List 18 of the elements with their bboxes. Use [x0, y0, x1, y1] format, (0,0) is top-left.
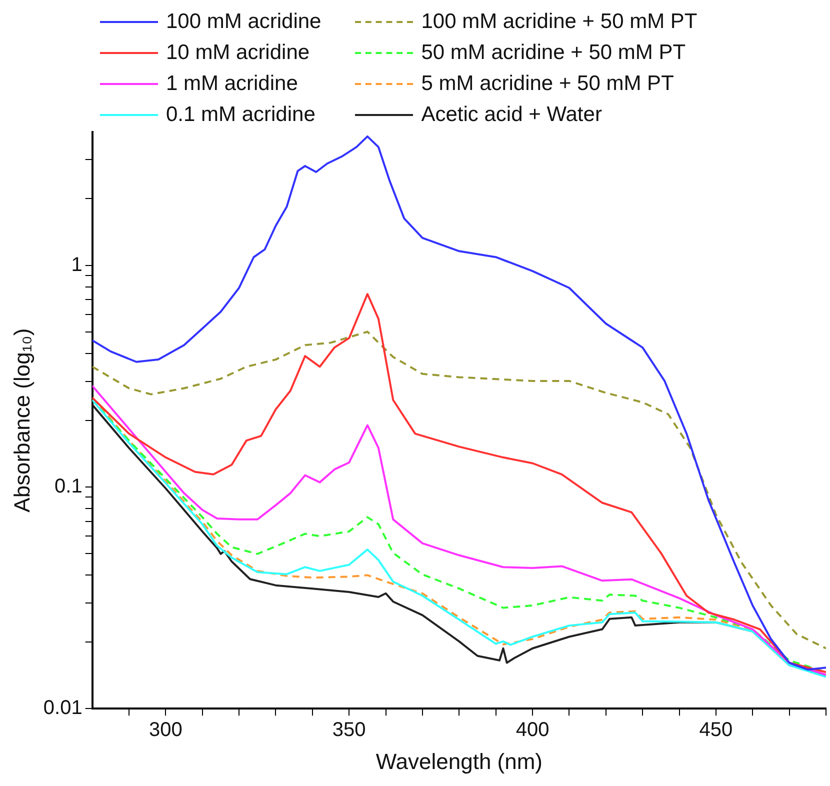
x-tick-label: 300 — [149, 719, 182, 742]
y-axis-title: Absorbance (log₁₀) — [9, 328, 34, 512]
legend-label: 1 mM acridine — [166, 72, 298, 96]
legend-label: 0.1 mM acridine — [166, 102, 316, 126]
y-tick-label: 1 — [71, 254, 82, 276]
y-tick-label: 0.01 — [43, 697, 82, 720]
y-tick-label: 0.1 — [54, 476, 82, 498]
x-axis-title: Wavelength (nm) — [376, 748, 543, 774]
x-tick-label: 400 — [516, 719, 550, 742]
legend-label: 100 mM acridine — [166, 10, 322, 34]
legend-label: 5 mM acridine + 50 mM PT — [421, 72, 674, 96]
x-tick-label: 450 — [699, 719, 733, 742]
line-series — [92, 330, 826, 650]
x-tick-label: 350 — [332, 719, 366, 742]
legend-label: 100 mM acridine + 50 mM PT — [421, 10, 698, 34]
legend-label: 10 mM acridine — [166, 40, 310, 64]
legend-label: Acetic acid + Water — [421, 102, 602, 126]
legend-label: 50 mM acridine + 50 mM PT — [421, 40, 686, 64]
